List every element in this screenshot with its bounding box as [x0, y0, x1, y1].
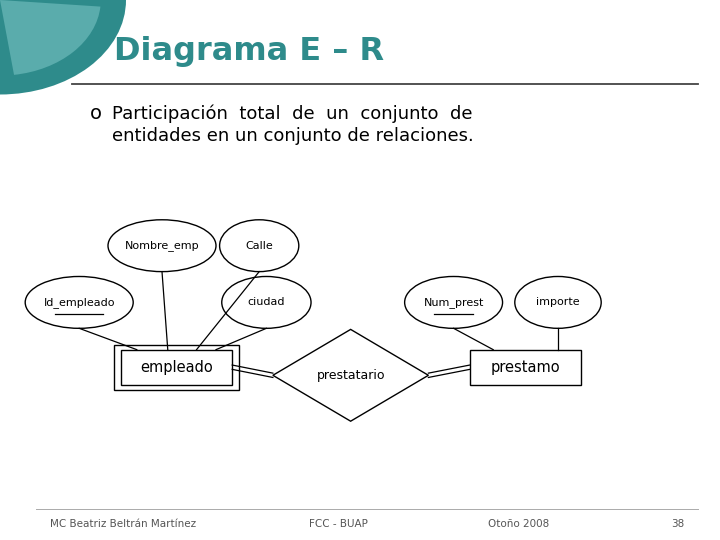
Text: Nombre_emp: Nombre_emp	[125, 240, 199, 251]
Text: entidades en un conjunto de relaciones.: entidades en un conjunto de relaciones.	[112, 127, 473, 145]
Text: Calle: Calle	[246, 241, 273, 251]
Text: Participación  total  de  un  conjunto  de: Participación total de un conjunto de	[112, 104, 472, 123]
Wedge shape	[0, 0, 100, 75]
Text: importe: importe	[536, 298, 580, 307]
Bar	[469, 350, 582, 384]
Text: prestamo: prestamo	[491, 360, 560, 375]
Text: prestatario: prestatario	[316, 369, 385, 382]
Text: empleado: empleado	[140, 360, 213, 375]
Text: Id_empleado: Id_empleado	[43, 297, 115, 308]
Wedge shape	[0, 0, 126, 94]
Text: o: o	[90, 104, 102, 123]
Text: ciudad: ciudad	[248, 298, 285, 307]
Text: Diagrama E – R: Diagrama E – R	[114, 36, 384, 67]
Bar	[121, 350, 232, 384]
Text: Num_prest: Num_prest	[423, 297, 484, 308]
Text: FCC - BUAP: FCC - BUAP	[309, 519, 368, 529]
Text: MC Beatriz Beltrán Martínez: MC Beatriz Beltrán Martínez	[50, 519, 197, 529]
Text: Otoño 2008: Otoño 2008	[487, 519, 549, 529]
Bar	[114, 345, 238, 390]
Text: 38: 38	[671, 519, 684, 529]
